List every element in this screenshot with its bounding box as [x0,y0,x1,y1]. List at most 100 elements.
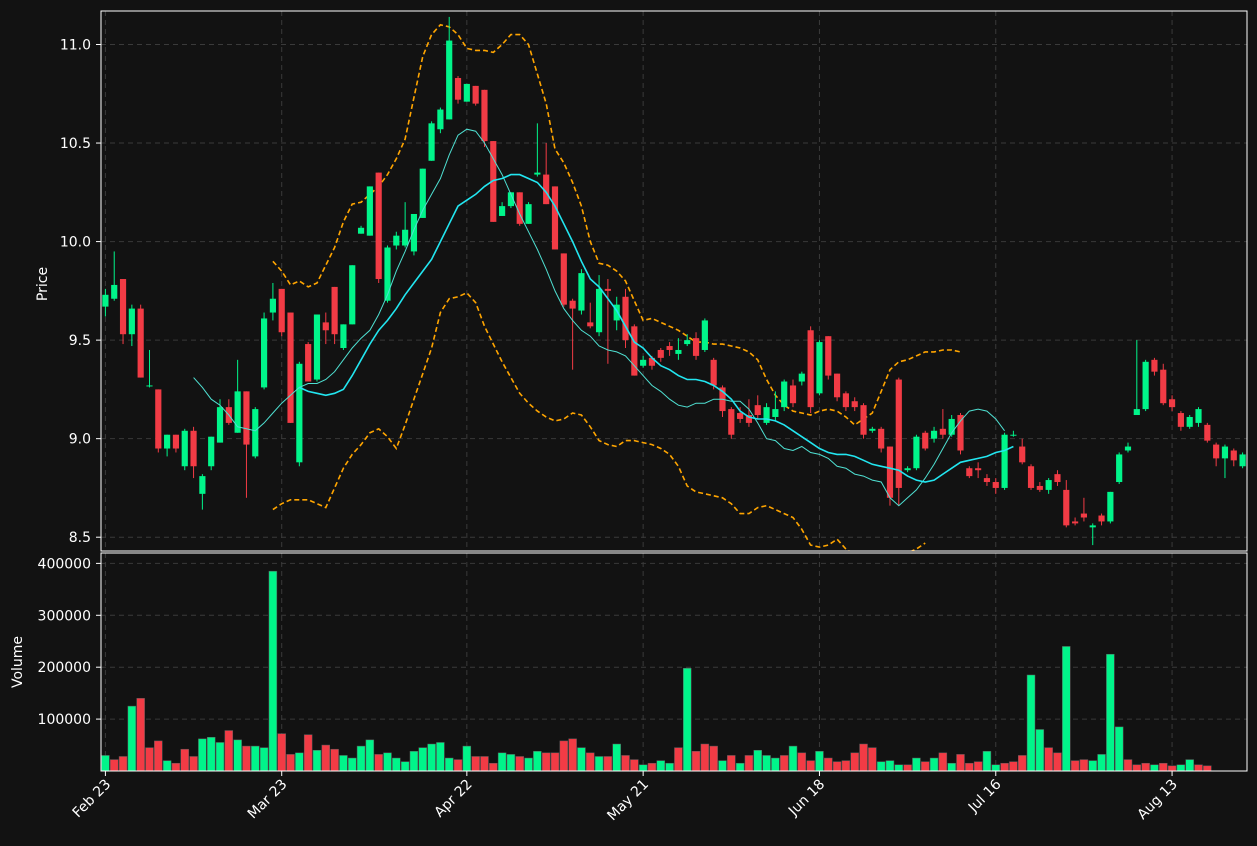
volume-bar [779,755,789,772]
candle-body [269,298,276,313]
lower-band-line [272,291,926,551]
price-tick-label: 10.0 [60,235,91,251]
candle-body [1168,399,1176,408]
candle-body [1080,513,1088,518]
candle-body [930,430,938,439]
volume-bar [965,762,974,772]
volume-tick-label: 200000 [38,660,91,676]
volume-bar [206,737,216,772]
candle-body [957,415,964,451]
candle-body [340,324,347,349]
candle-body [190,430,197,467]
volume-bar [1106,653,1115,772]
volume-bar [594,756,604,772]
candle-body [366,186,373,236]
volume-bar [973,761,983,772]
volume-bar [1203,765,1212,772]
candle-body [1186,416,1193,427]
volume-bar [1088,760,1097,772]
price-tick-label: 9.5 [69,333,91,349]
candle-body [490,141,497,222]
candle-body [578,273,585,311]
candle-body [1239,454,1246,467]
volume-bar [330,748,339,772]
candle-body [1142,361,1149,410]
candle-body [146,385,153,387]
candle-body [666,346,673,350]
volume-grid [101,553,1247,771]
volume-bar [127,705,137,772]
candle-body [164,434,171,449]
volume-tick-label: 100000 [38,712,91,728]
volume-bar [603,756,613,772]
candle-body [587,322,594,327]
candle-body [1054,474,1061,483]
volume-bar [365,739,375,772]
candle-body [631,326,638,376]
volume-bar [788,745,798,772]
candle-body [604,288,611,291]
candle-body [243,391,250,445]
volume-tick-label: 400000 [38,556,91,572]
volume-bar [1159,762,1168,772]
candle-body [322,322,329,331]
volume-bar [1150,764,1159,772]
candle-body [313,314,321,380]
candle-body [287,312,294,423]
volume-bar [938,752,948,772]
candle-body [781,381,788,408]
candle-body [745,415,753,423]
candle-body [260,318,268,388]
volume-bar [427,743,436,772]
volume-bar [374,754,383,772]
volume-bar [621,755,630,772]
volume-bar [471,756,480,772]
volume-bar [251,745,260,772]
candle-body [807,330,814,408]
volume-bar [947,762,956,772]
volume-bar [409,751,419,772]
volume-bar [497,752,507,772]
candle-body [419,168,426,218]
volume-bar [444,757,454,772]
candle-body [534,172,541,175]
volume-bar [797,752,807,772]
candle-body [472,85,479,104]
volume-bar [612,743,621,772]
candle-body [437,109,444,130]
candle-body [357,227,365,234]
volume-bar [198,738,207,772]
candle-body [886,446,894,498]
candle-body [842,393,849,408]
candle-body [1151,359,1158,372]
volume-bar [665,762,674,772]
candle-body [816,342,823,394]
volume-bar [1062,646,1071,772]
candle-body [860,405,867,435]
volume-bar [110,759,119,772]
price-axes-frame [100,10,1248,552]
candle-body [137,308,144,378]
candle-body [1107,491,1114,522]
candle-body [384,247,391,301]
candle-body [992,482,999,488]
volume-bar [815,751,824,772]
volume-bar [876,761,886,772]
candle-body [1063,489,1070,526]
candle-body [701,320,708,350]
volume-bar [735,762,745,772]
volume-bar [1053,752,1062,772]
volume-bar [1000,762,1009,772]
candle-body [111,284,118,299]
volume-bar [832,761,842,772]
volume-bar [806,760,815,772]
volume-bar [524,757,533,772]
volume-bar [691,751,701,772]
volume-bar [921,761,930,772]
volume-bar [1167,765,1177,772]
price-tick-label: 10.5 [60,136,91,152]
volume-bar [339,755,348,772]
candle-body [975,468,982,471]
volume-bar [559,740,569,772]
